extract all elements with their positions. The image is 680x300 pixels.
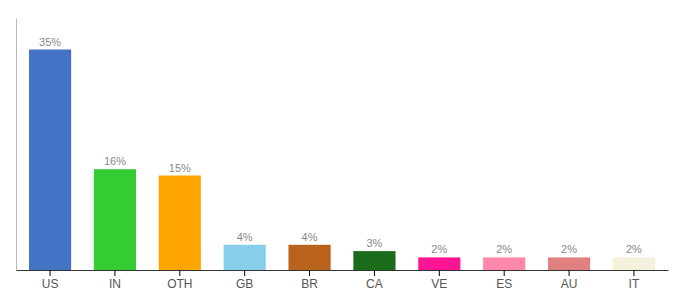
bar — [548, 257, 590, 270]
x-tick-mark — [569, 270, 570, 276]
data-label: 15% — [169, 162, 191, 174]
x-tick: ES — [496, 270, 512, 291]
x-tick-mark — [374, 270, 375, 276]
bar — [483, 257, 525, 270]
bar — [94, 169, 136, 270]
data-label: 4% — [302, 231, 318, 243]
x-tick-label: BR — [301, 277, 318, 291]
x-tick-label: US — [42, 277, 59, 291]
data-label: 16% — [104, 155, 126, 167]
bar — [224, 245, 266, 270]
bar — [159, 176, 201, 271]
x-tick: CA — [366, 270, 383, 291]
x-tick: VE — [431, 270, 447, 291]
data-label: 2% — [626, 243, 642, 255]
x-tick-mark — [439, 270, 440, 276]
data-label: 2% — [496, 243, 512, 255]
x-tick: IN — [109, 270, 121, 291]
bar — [418, 257, 460, 270]
chart: US IN OTH GB BR CA VE ES AU IT 35% 16% 15% 4% 4% 3% 2% 2%… — [0, 0, 680, 300]
bar — [353, 251, 395, 270]
x-tick-label: AU — [561, 277, 578, 291]
x-tick: BR — [301, 270, 318, 291]
data-label: 4% — [237, 231, 253, 243]
x-axis-line — [17, 270, 669, 271]
x-tick-label: IN — [109, 277, 121, 291]
x-tick-mark — [309, 270, 310, 276]
data-label: 2% — [431, 243, 447, 255]
x-axis: US IN OTH GB BR CA VE ES AU IT — [17, 270, 669, 291]
x-tick-label: CA — [366, 277, 383, 291]
bar — [613, 257, 655, 270]
x-tick-mark — [504, 270, 505, 276]
x-tick-mark — [114, 270, 115, 276]
x-tick-mark — [244, 270, 245, 276]
x-tick: AU — [561, 270, 578, 291]
x-tick: IT — [629, 270, 640, 291]
y-axis — [16, 19, 17, 271]
plot: US IN OTH GB BR CA VE ES AU IT 35% 16% 15% 4% 4% 3% 2% 2%… — [17, 19, 669, 291]
x-tick: US — [42, 270, 59, 291]
bars — [29, 50, 655, 271]
data-labels: 35% 16% 15% 4% 4% 3% 2% 2% 2% 2% — [39, 36, 642, 256]
x-tick-label: OTH — [167, 277, 192, 291]
bar — [288, 245, 330, 270]
x-tick-mark — [179, 270, 180, 276]
x-tick-label: VE — [431, 277, 447, 291]
x-tick: GB — [236, 270, 253, 291]
x-tick-mark — [633, 270, 634, 276]
data-label: 2% — [561, 243, 577, 255]
bar — [29, 50, 71, 271]
x-tick-mark — [50, 270, 51, 276]
data-label: 3% — [366, 237, 382, 249]
x-tick-label: ES — [496, 277, 512, 291]
y-axis-line — [16, 19, 17, 271]
x-tick-label: IT — [629, 277, 640, 291]
data-label: 35% — [39, 36, 61, 48]
x-tick-label: GB — [236, 277, 253, 291]
x-tick: OTH — [167, 270, 192, 291]
